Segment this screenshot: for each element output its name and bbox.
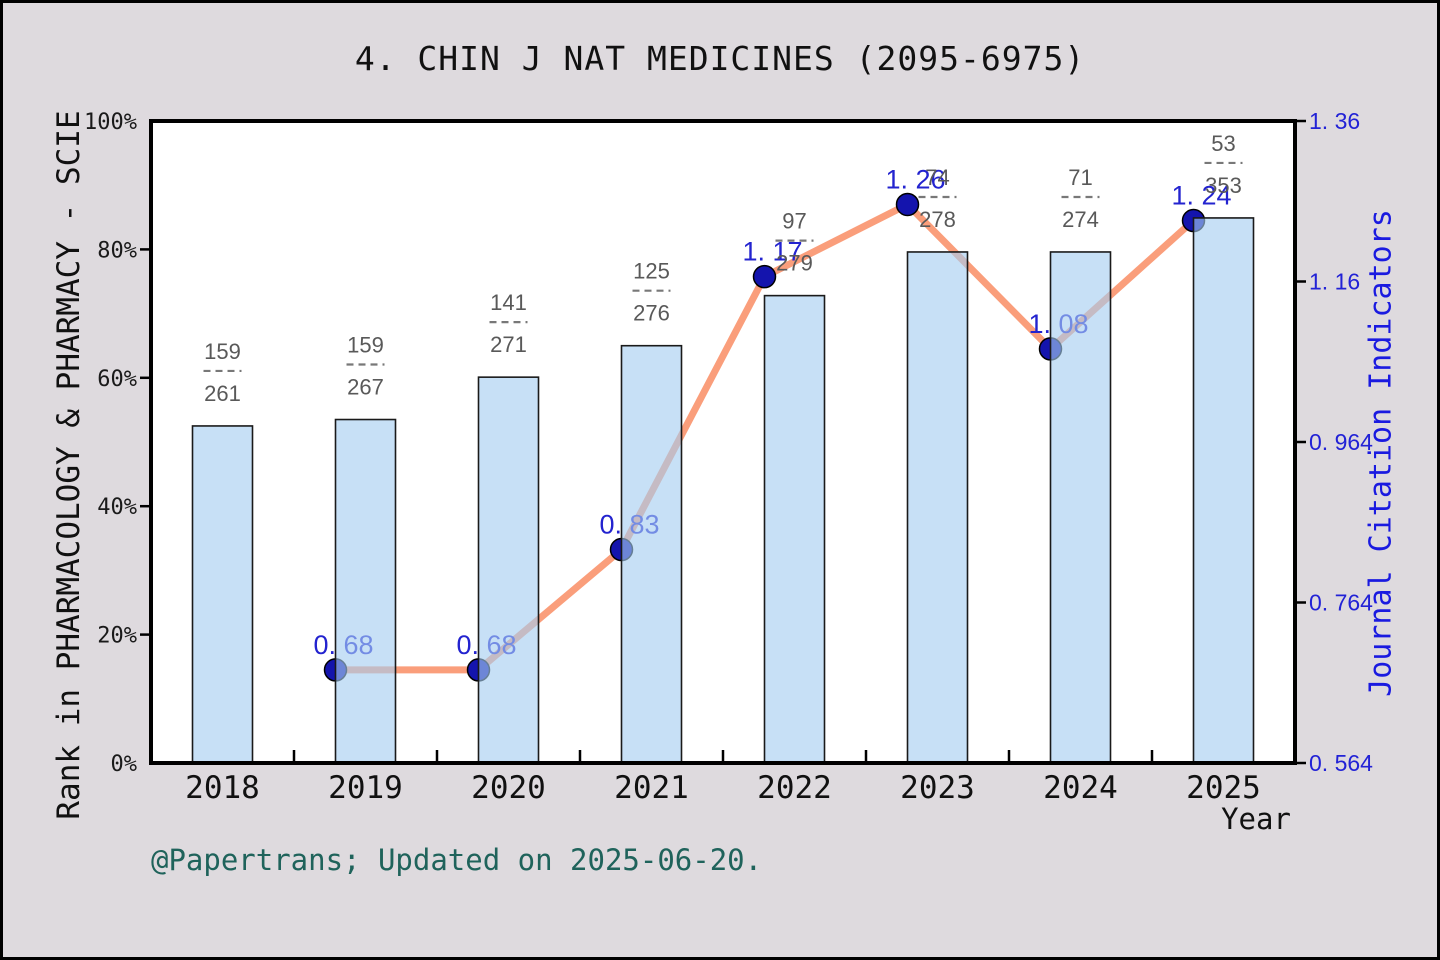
y-left-tick-label: 40% [97, 495, 137, 520]
rank-bar [1192, 217, 1255, 764]
bar-fraction-denominator: 353 [1205, 173, 1242, 198]
rank-bar [477, 376, 540, 764]
bar-fraction-numerator: 159 [347, 333, 384, 358]
y-left-tick-label: 60% [97, 367, 137, 392]
bar-fraction-denominator: 276 [633, 301, 670, 326]
x-tick-label: 2018 [185, 770, 260, 806]
y-left-tick-label: 20% [97, 624, 137, 649]
x-tick-label: 2020 [471, 770, 546, 806]
bar-fraction-numerator: 53 [1211, 131, 1235, 156]
y-right-tick-label: 0. 764 [1309, 590, 1373, 616]
x-tick-label: 2019 [328, 770, 403, 806]
y-left-tick-label: 0% [111, 752, 138, 777]
bar-fraction-numerator: 141 [490, 290, 527, 315]
y-left-tick-label: 100% [84, 110, 137, 135]
bar-fraction-denominator: 261 [204, 381, 241, 406]
x-tick-label: 2021 [614, 770, 689, 806]
bar-fraction-denominator: 279 [776, 251, 813, 276]
x-tick-label: 2022 [757, 770, 832, 806]
y-right-tick-label: 0. 564 [1309, 750, 1373, 776]
footer-credit: @Papertrans; Updated on 2025-06-20. [151, 843, 763, 877]
bar-fraction-denominator: 271 [490, 332, 527, 357]
rank-bar [763, 294, 826, 764]
rank-bar [620, 344, 683, 764]
rank-bar [1049, 251, 1112, 764]
jci-marker [895, 192, 920, 217]
jci-marker [752, 264, 777, 289]
jci-value-label: 1. 24 [1171, 181, 1231, 211]
x-tick-label: 2023 [900, 770, 975, 806]
bar-fraction-numerator: 125 [633, 259, 670, 284]
bar-fraction-denominator: 274 [1062, 207, 1099, 232]
bar-fraction-numerator: 74 [925, 165, 949, 190]
x-tick-label: 2024 [1043, 770, 1118, 806]
jci-value-label: 1. 26 [885, 164, 945, 194]
rank-bar [191, 425, 254, 764]
bar-fraction-denominator: 278 [919, 207, 956, 232]
plot-area [151, 121, 1295, 763]
y-left-tick-label: 80% [97, 238, 137, 263]
y-right-tick-label: 1. 36 [1309, 108, 1360, 134]
x-axis-title: Year [1221, 802, 1291, 836]
rank-bar [906, 251, 969, 764]
bar-fraction-denominator: 267 [347, 375, 384, 400]
rank-bar [334, 418, 397, 764]
bar-fraction-numerator: 159 [204, 339, 241, 364]
x-tick-label: 2025 [1186, 770, 1261, 806]
y-right-tick-label: 0. 964 [1309, 429, 1373, 455]
bar-fraction-numerator: 71 [1068, 165, 1092, 190]
chart-plot: 0. 680. 680. 831. 171. 261. 081. 2415926… [84, 108, 1373, 806]
chart-title: 4. CHIN J NAT MEDICINES (2095-6975) [354, 39, 1086, 78]
y-right-tick-label: 1. 16 [1309, 269, 1360, 295]
bar-fraction-numerator: 97 [782, 209, 806, 234]
